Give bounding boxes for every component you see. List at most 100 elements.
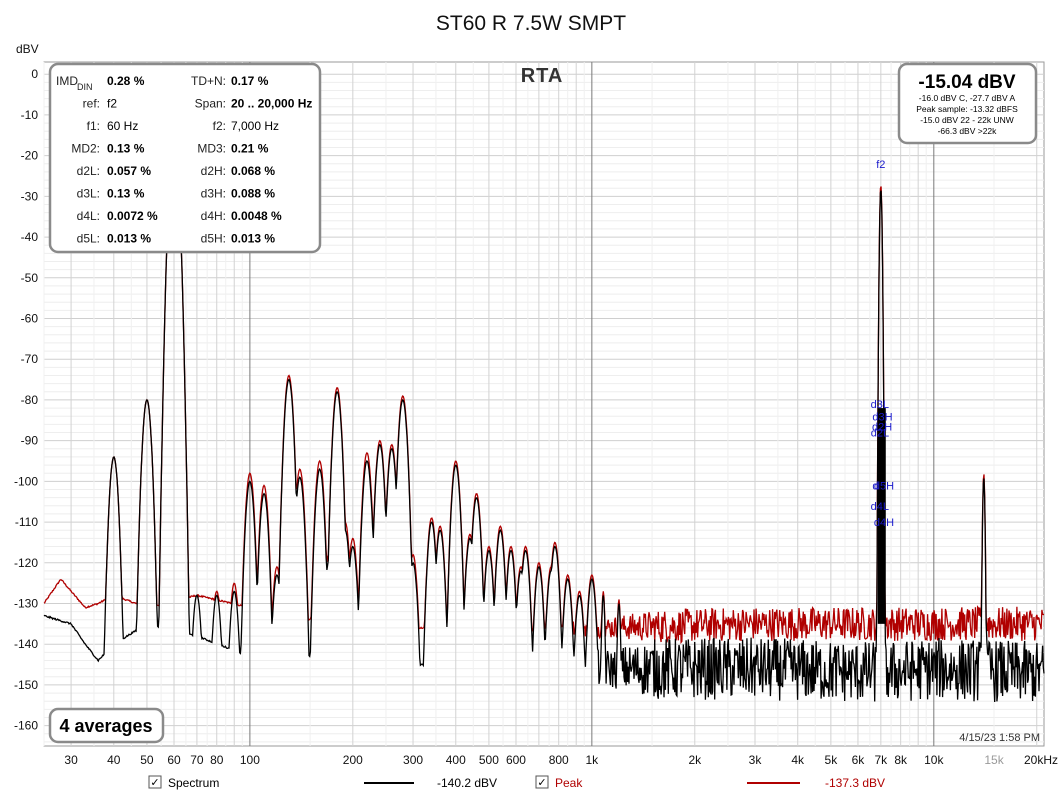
marker-f2: f2 (876, 159, 885, 171)
marker-d2H: d2H (872, 421, 892, 433)
x-tick-label: 70 (190, 753, 204, 767)
imd-value: f2 (107, 97, 117, 111)
y-tick-label: -40 (21, 230, 39, 244)
legend-spectrum-label: Spectrum (168, 776, 219, 790)
imd-value: 0.13 % (107, 142, 145, 156)
imd-label: d4L: (77, 209, 100, 223)
averages-box: 4 averages (48, 707, 165, 744)
x-tick-label: 3k (749, 753, 763, 767)
y-tick-label: -10 (21, 108, 39, 122)
peak-checkbox[interactable]: ✓ (535, 775, 549, 789)
x-tick-label: 5k (825, 753, 839, 767)
y-tick-label: -160 (14, 719, 38, 733)
imd-value: 60 Hz (107, 119, 138, 133)
imd-label: TD+N: (191, 74, 226, 88)
x-tick-label: 6k (852, 753, 866, 767)
x-tick-label: 80 (210, 753, 224, 767)
y-tick-label: 0 (31, 67, 38, 81)
imd-value: 0.088 % (231, 187, 275, 201)
imd-label: d4H: (201, 209, 226, 223)
y-tick-label: -130 (14, 597, 38, 611)
x-tick-label: 50 (140, 753, 154, 767)
marker-d2L: d2L (871, 428, 889, 440)
y-tick-label: -60 (21, 312, 39, 326)
imd-label: d2H: (201, 164, 226, 178)
legend-spectrum-value: -140.2 dBV (437, 776, 497, 790)
imd-label: d2L: (77, 164, 100, 178)
x-tick-label: 100 (240, 753, 260, 767)
imd-value: 0.21 % (231, 142, 269, 156)
imd-label: ref: (83, 97, 100, 111)
spectrum-checkbox[interactable]: ✓ (148, 775, 162, 789)
y-tick-label: -90 (21, 434, 39, 448)
x-tick-label: 60 (167, 753, 181, 767)
x-tick-label: 300 (403, 753, 423, 767)
marker-d3H: d3H (872, 411, 892, 423)
imd-label: d5L: (77, 232, 100, 246)
x-tick-label: 20kHz (1024, 753, 1058, 767)
x-tick-labels: 30 40 50 60 70 80 100 200 300 400 500 600 800 1k 2k 3k 4… (64, 753, 1058, 767)
imd-value: 0.068 % (231, 164, 275, 178)
averages-label: 4 averages (59, 716, 152, 736)
x-tick-label: 4k (791, 753, 805, 767)
y-tick-label: -20 (21, 149, 39, 163)
marker-d4H: d4H (874, 517, 894, 529)
imd-info-box: IMD DIN 0.28 % TD+N: 0.17 % ref: f2 Span: 20 .. … (48, 62, 322, 254)
y-tick-label: -110 (15, 515, 38, 529)
rta-label: RTA (521, 65, 564, 87)
imd-value: 0.28 % (107, 74, 145, 88)
legend-peak-value: -137.3 dBV (825, 776, 885, 790)
x-tick-label: 400 (446, 753, 466, 767)
imd-value: 0.13 % (107, 187, 145, 201)
check-icon: ✓ (537, 777, 546, 789)
imd-value: 0.17 % (231, 74, 269, 88)
level-main: -15.04 dBV (918, 72, 1015, 93)
marker-d4L: d4L (871, 501, 889, 513)
f2-sideband-cluster (877, 408, 886, 624)
y-tick-label: -30 (21, 189, 39, 203)
y-tick-label: -140 (14, 637, 38, 651)
y-tick-label: -80 (21, 393, 39, 407)
timestamp: 4/15/23 1:58 PM (959, 732, 1040, 744)
marker-d5H: d5H (874, 481, 894, 493)
level-box: -15.04 dBV -16.0 dBV C, -27.7 dBV A Peak… (897, 62, 1038, 145)
imd-label-sub: DIN (77, 82, 93, 92)
x-tick-label: 800 (549, 753, 569, 767)
x-tick-label: 2k (688, 753, 702, 767)
imd-label: d3H: (201, 187, 226, 201)
x-tick-label: 500 (479, 753, 499, 767)
level-line-4: -66.3 dBV >22k (938, 126, 998, 136)
check-icon: ✓ (150, 777, 159, 789)
y-tick-label: -100 (14, 474, 38, 488)
imd-label: d5H: (201, 232, 226, 246)
x-tick-label: 200 (343, 753, 363, 767)
imd-value: 0.013 % (231, 232, 275, 246)
y-axis-label: dBV (16, 42, 39, 56)
x-tick-label: 15k (984, 753, 1004, 767)
x-tick-label: 600 (506, 753, 526, 767)
imd-label: f1: (87, 119, 100, 133)
imd-value: 20 .. 20,000 Hz (231, 97, 312, 111)
y-tick-label: -70 (21, 352, 39, 366)
level-line-3: -15.0 dBV 22 - 22k UNW (920, 115, 1014, 125)
x-tick-label: 10k (924, 753, 944, 767)
imd-label: MD2: (71, 142, 100, 156)
y-tick-label: -150 (14, 678, 38, 692)
imd-label: Span: (195, 97, 226, 111)
y-tick-label: -120 (14, 556, 38, 570)
y-tick-labels: 0 -10 -20 -30 -40 -50 -60 -70 -80 -90 -100 -110 -120… (14, 67, 38, 732)
imd-value: 0.0048 % (231, 209, 282, 223)
imd-value: 0.057 % (107, 164, 151, 178)
x-tick-label: 1k (586, 753, 600, 767)
imd-label: d3L: (77, 187, 100, 201)
x-tick-label: 8k (894, 753, 908, 767)
traces (43, 134, 1045, 703)
chart-title: ST60 R 7.5W SMPT (436, 12, 626, 35)
imd-label: f2: (213, 119, 226, 133)
level-line-2: Peak sample: -13.32 dBFS (916, 104, 1018, 114)
imd-label: MD3: (197, 142, 226, 156)
y-tick-label: -50 (21, 271, 39, 285)
imd-value: 7,000 Hz (231, 119, 279, 133)
imd-value: 0.013 % (107, 232, 151, 246)
